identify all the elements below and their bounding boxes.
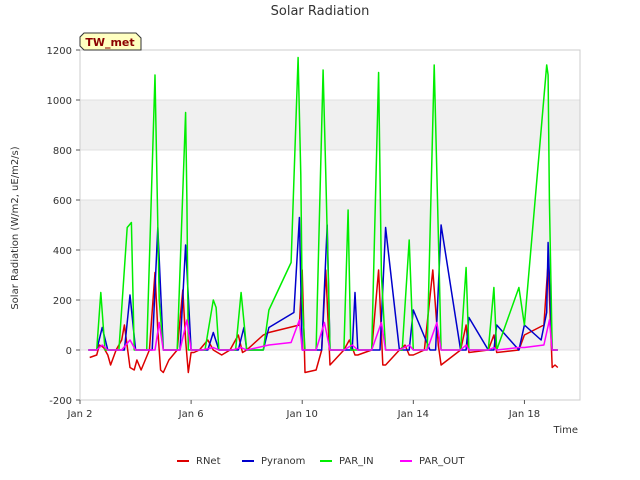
- legend-item-rnet: RNet: [177, 456, 221, 467]
- chart-title: Solar Radiation: [271, 4, 370, 19]
- y-tick-label: 800: [53, 146, 72, 157]
- x-tick-label: Jan 18: [508, 409, 540, 420]
- x-tick-label: Jan 14: [397, 409, 429, 420]
- legend-item-par-in: PAR_IN: [320, 456, 374, 467]
- grid-bands: [80, 100, 580, 350]
- x-tick-label: Jan 2: [67, 409, 93, 420]
- legend-label: Pyranom: [261, 456, 305, 467]
- y-tick-label: 200: [53, 296, 72, 307]
- plot-area: [79, 49, 581, 401]
- series-line-par-out: [88, 319, 558, 351]
- station-label-box: TW_met: [79, 32, 142, 51]
- legend-item-par-out: PAR_OUT: [400, 456, 465, 467]
- y-axis-label: Solar Radiation (W/m2, uE/m2/s): [10, 146, 21, 309]
- y-tick-label: -200: [49, 396, 72, 407]
- x-axis-ticks: Jan 2 Jan 6 Jan 10 Jan 14 Jan 18: [67, 400, 540, 420]
- grid-band: [80, 200, 580, 250]
- x-tick-label: Jan 6: [178, 409, 204, 420]
- series-lines: [88, 56, 559, 374]
- legend: RNet Pyranom PAR_IN PAR_OUT: [177, 456, 465, 467]
- legend-label: RNet: [196, 456, 221, 467]
- grid-band: [80, 100, 580, 150]
- legend-label: PAR_OUT: [419, 456, 465, 467]
- y-tick-label: 1200: [47, 46, 72, 57]
- station-label-background: [79, 32, 142, 51]
- y-tick-label: 1000: [47, 96, 72, 107]
- plot-frame: [79, 49, 581, 401]
- legend-item-pyranom: Pyranom: [242, 456, 305, 467]
- y-tick-label: 0: [66, 346, 72, 357]
- y-tick-label: 400: [53, 246, 72, 257]
- x-tick-label: Jan 10: [286, 409, 318, 420]
- y-tick-label: 600: [53, 196, 72, 207]
- x-axis-label: Time: [553, 425, 578, 436]
- y-axis-ticks: -200 0 200 400 600 800 1000 1200: [47, 46, 80, 407]
- legend-label: PAR_IN: [339, 456, 374, 467]
- station-label: TW_met: [85, 36, 134, 49]
